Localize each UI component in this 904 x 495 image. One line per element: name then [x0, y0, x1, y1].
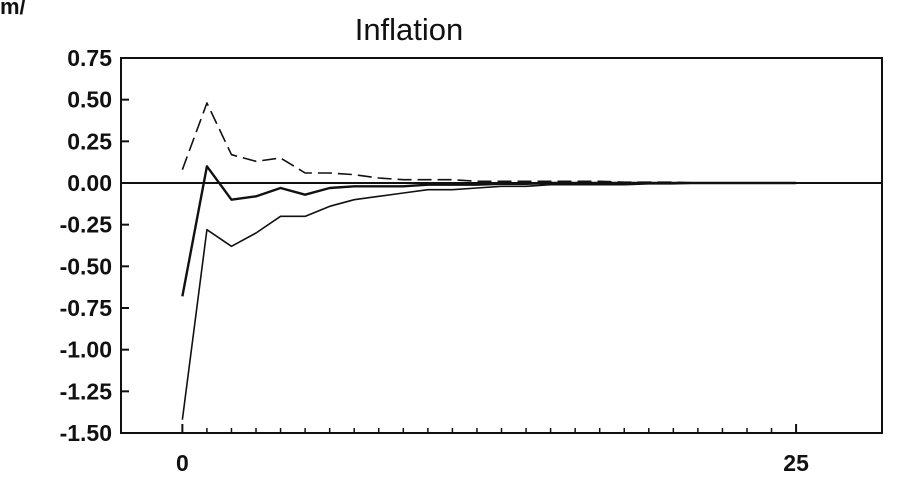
y-tick-label: 0.75	[67, 45, 112, 71]
y-axis: 0.75 0.50 0.25 0.00 -0.25 -0.50 -0.75 -1.00 -1.2…	[60, 45, 129, 446]
y-tick-label: -1.50	[60, 420, 112, 446]
series-line-2	[181, 102, 797, 184]
y-tick-label: 0.00	[67, 170, 112, 196]
y-tick-label: 0.25	[67, 128, 112, 154]
y-tick-label: 0.50	[67, 87, 112, 113]
y-tick-label: -0.25	[60, 212, 113, 238]
y-tick-label: -1.00	[60, 337, 112, 363]
chart-title: Inflation	[355, 12, 464, 47]
series-line-1	[181, 165, 797, 297]
y-tick-label: -0.75	[60, 295, 113, 321]
corner-fragment-text: m/	[0, 0, 26, 19]
x-axis: 0 25	[176, 424, 809, 476]
y-tick-label: -0.50	[60, 253, 112, 279]
series-group	[181, 102, 797, 420]
x-tick-label: 25	[783, 450, 809, 476]
y-tick-label: -1.25	[60, 378, 113, 404]
plot-frame	[120, 57, 883, 434]
x-tick-label: 0	[176, 450, 189, 476]
series-line-3	[181, 182, 797, 420]
